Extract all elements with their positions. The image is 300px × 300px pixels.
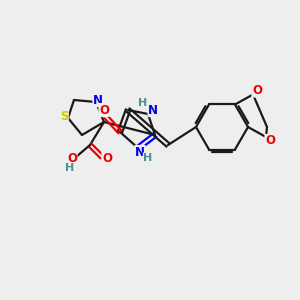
Text: S: S [60, 110, 68, 124]
Text: H: H [138, 98, 148, 108]
Text: H: H [65, 163, 75, 173]
Text: O: O [67, 152, 77, 164]
Text: N: N [93, 94, 103, 106]
Text: O: O [102, 152, 112, 164]
Text: N: N [148, 103, 158, 116]
Text: H: H [143, 153, 153, 163]
Text: N: N [135, 146, 145, 158]
Text: O: O [252, 84, 262, 97]
Text: O: O [99, 103, 109, 116]
Text: O: O [265, 134, 275, 148]
